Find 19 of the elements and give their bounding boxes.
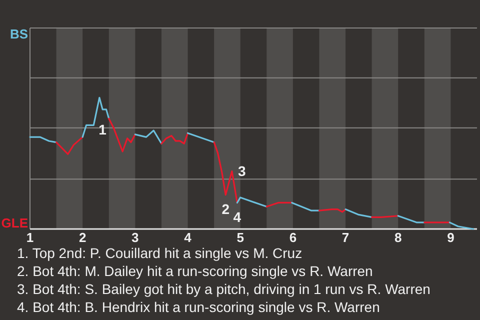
text: 2. Bot 4th: M. Dailey hit a run-scoring single vs R. Warren: [17, 263, 373, 279]
annotation: 1: [98, 121, 107, 138]
x-tick-label: 8: [394, 230, 402, 245]
annotation: 4: [233, 208, 242, 225]
annotation: 2: [222, 200, 230, 217]
x-tick-label: 5: [236, 230, 244, 245]
text: 3. Bot 4th: S. Bailey got hit by a pitch, driving in 1 run vs R. Warren: [17, 281, 430, 297]
x-tick-label: 6: [289, 230, 297, 245]
text: 1. Top 2nd: P. Couillard hit a single vs M. Cruz: [17, 245, 302, 261]
x-tick-label: 9: [447, 230, 454, 245]
x-tick-label: 4: [184, 230, 192, 245]
text: 4. Bot 4th: B. Hendrix hit a run-scoring single vs R. Warren: [17, 299, 380, 315]
text: GLE: [1, 216, 28, 231]
annotation: 3: [238, 163, 246, 180]
x-tick-label: 7: [342, 230, 350, 245]
x-tick-label: 1: [26, 230, 34, 245]
ref-line-label: BS: [10, 26, 28, 42]
x-tick-label: 3: [132, 230, 139, 245]
x-tick-label: 2: [78, 230, 86, 245]
